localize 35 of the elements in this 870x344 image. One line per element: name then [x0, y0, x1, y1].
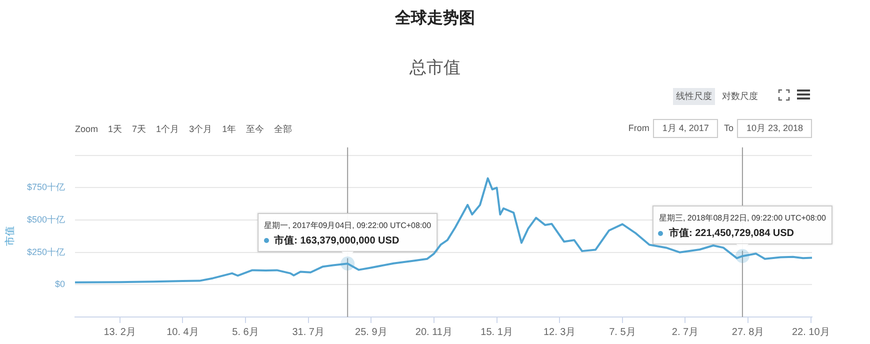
text: 3个月	[188, 123, 214, 136]
x-tick-label: 5. 6月	[232, 326, 259, 338]
text: 1个月	[155, 123, 180, 136]
x-tick-label: 7. 5月	[609, 326, 636, 338]
chart-title: 全球走势图	[394, 8, 476, 29]
x-tick-label: 15. 1月	[480, 326, 513, 338]
chart-subtitle: 总市值	[408, 57, 462, 79]
y-tick-label: $0	[54, 279, 65, 290]
y-tick-label: $750十亿	[26, 182, 65, 192]
text: 1年	[221, 123, 238, 136]
y-axis-title: 市值	[4, 226, 16, 246]
annotation: 星期一, 2017年09月04日, 09:22:00 UTC+08:00 市值: 163,379,000,000 USD	[264, 220, 432, 246]
x-tick-label: 20. 11月	[415, 326, 452, 338]
x-tick-label: 10. 4月	[166, 326, 199, 338]
text: 1天	[107, 123, 124, 136]
text: From	[628, 123, 650, 133]
x-tick-label: 13. 2月	[104, 326, 136, 338]
text: 对数尺度	[721, 90, 759, 103]
x-tick-label: 2. 7月	[672, 326, 699, 338]
text: 10月 23, 2018	[737, 119, 812, 138]
text: 1月 4, 2017	[653, 119, 718, 138]
text: Zoom	[74, 123, 100, 136]
x-tick-label: 22. 10月	[792, 326, 830, 338]
x-tick-label: 25. 9月	[355, 326, 388, 338]
text: 全部	[273, 123, 294, 136]
x-tick-label: 31. 7月	[292, 326, 324, 338]
y-tick-label: $500十亿	[26, 214, 65, 225]
text: To	[724, 123, 734, 133]
annotation: 星期三, 2018年08月22日, 09:22:00 UTC+08:00 市值: 221,450,729,084 USD	[658, 213, 826, 239]
text: 至今	[245, 123, 266, 136]
y-tick-label: $250十亿	[26, 246, 65, 257]
text: 7天	[131, 123, 148, 136]
x-tick-label: 12. 3月	[543, 326, 576, 338]
x-tick-label: 27. 8月	[732, 326, 764, 338]
text: 线性尺度	[673, 88, 715, 105]
